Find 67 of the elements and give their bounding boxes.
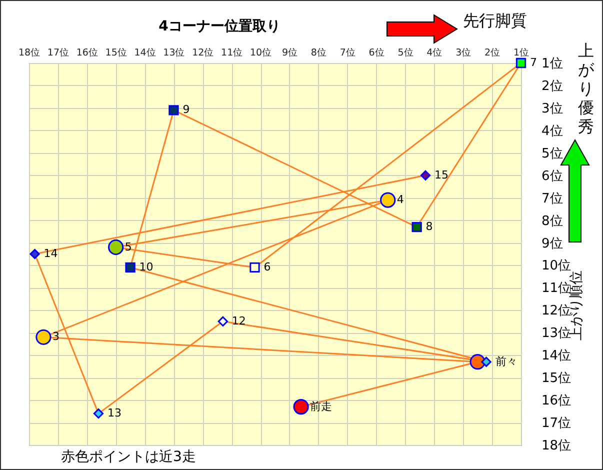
point xyxy=(250,262,260,273)
y-tick-label: 8位 xyxy=(542,214,563,229)
y-tick-label: 4位 xyxy=(542,124,563,139)
x-tick-label: 6位 xyxy=(368,46,385,58)
y-tick-label: 5位 xyxy=(542,146,563,162)
point xyxy=(420,170,431,180)
x-tick-label: 3位 xyxy=(456,46,472,58)
x-tick-label: 14位 xyxy=(134,46,156,58)
x-axis-title: 4コーナー位置取り xyxy=(158,18,280,34)
point xyxy=(125,262,136,273)
text: 赤色ポイントは近3走 xyxy=(61,448,196,466)
annotation: 6 xyxy=(264,260,271,274)
point xyxy=(481,356,492,367)
x-tick-label: 15位 xyxy=(105,46,128,58)
x-tick-label: 8位 xyxy=(310,46,327,58)
y-tick-label: 18位 xyxy=(542,438,572,454)
annotation: 10 xyxy=(139,260,154,274)
x-tick-label: 9位 xyxy=(282,46,298,58)
point xyxy=(380,192,396,208)
x-tick-label: 13位 xyxy=(163,46,186,58)
point xyxy=(516,58,526,68)
y-tick-label: 10位 xyxy=(542,258,572,274)
annotation: 前々 xyxy=(495,354,518,368)
point xyxy=(30,248,40,260)
x-tick-label: 4位 xyxy=(426,46,443,58)
point xyxy=(93,408,104,419)
y-tick-label: 17位 xyxy=(542,416,572,432)
y-tick-label: 9位 xyxy=(542,236,563,252)
x-tick-label: 1位 xyxy=(513,46,530,58)
annotation: 7 xyxy=(530,56,537,69)
y-tick-label: 1位 xyxy=(542,56,563,72)
annotation: 前走 xyxy=(310,400,332,413)
annotation: 8 xyxy=(426,220,433,234)
y-tick-label: 14位 xyxy=(542,348,572,364)
point xyxy=(412,222,422,232)
x-tick-label: 10位 xyxy=(250,46,272,58)
annotation: 4 xyxy=(396,193,404,206)
annotation: 13 xyxy=(107,406,122,420)
text: 先行脚質 xyxy=(463,11,527,32)
text: 上がり優秀 xyxy=(578,41,595,136)
y-tick-label: 15位 xyxy=(542,371,572,386)
x-tick-label: 18位 xyxy=(18,46,41,58)
annotation: 15 xyxy=(434,168,448,182)
y-tick-label: 2位 xyxy=(542,78,563,94)
point xyxy=(470,354,486,370)
y-tick-label: 7位 xyxy=(542,191,563,206)
point xyxy=(293,398,309,415)
point xyxy=(168,105,179,116)
x-tick-label: 5位 xyxy=(398,46,414,58)
point xyxy=(108,239,124,256)
point xyxy=(218,316,228,326)
point xyxy=(36,329,52,345)
y-axis-title: 上がり順位 xyxy=(568,270,584,340)
x-tick-label: 11位 xyxy=(221,46,244,58)
x-tick-label: 7位 xyxy=(340,46,356,58)
y-tick-label: 3位 xyxy=(542,101,563,116)
y-tick-label: 13位 xyxy=(542,326,572,342)
y-tick-label: 16位 xyxy=(542,394,572,409)
x-tick-label: 12位 xyxy=(192,46,214,58)
y-tick-label: 12位 xyxy=(542,304,572,319)
x-tick-label: 17位 xyxy=(47,46,70,58)
y-tick-label: 6位 xyxy=(542,168,563,184)
annotation: 9 xyxy=(182,103,190,116)
annotation: 14 xyxy=(44,247,58,260)
annotation: 5 xyxy=(124,240,132,254)
x-tick-label: 16位 xyxy=(76,46,98,58)
x-tick-label: 2位 xyxy=(484,46,501,58)
